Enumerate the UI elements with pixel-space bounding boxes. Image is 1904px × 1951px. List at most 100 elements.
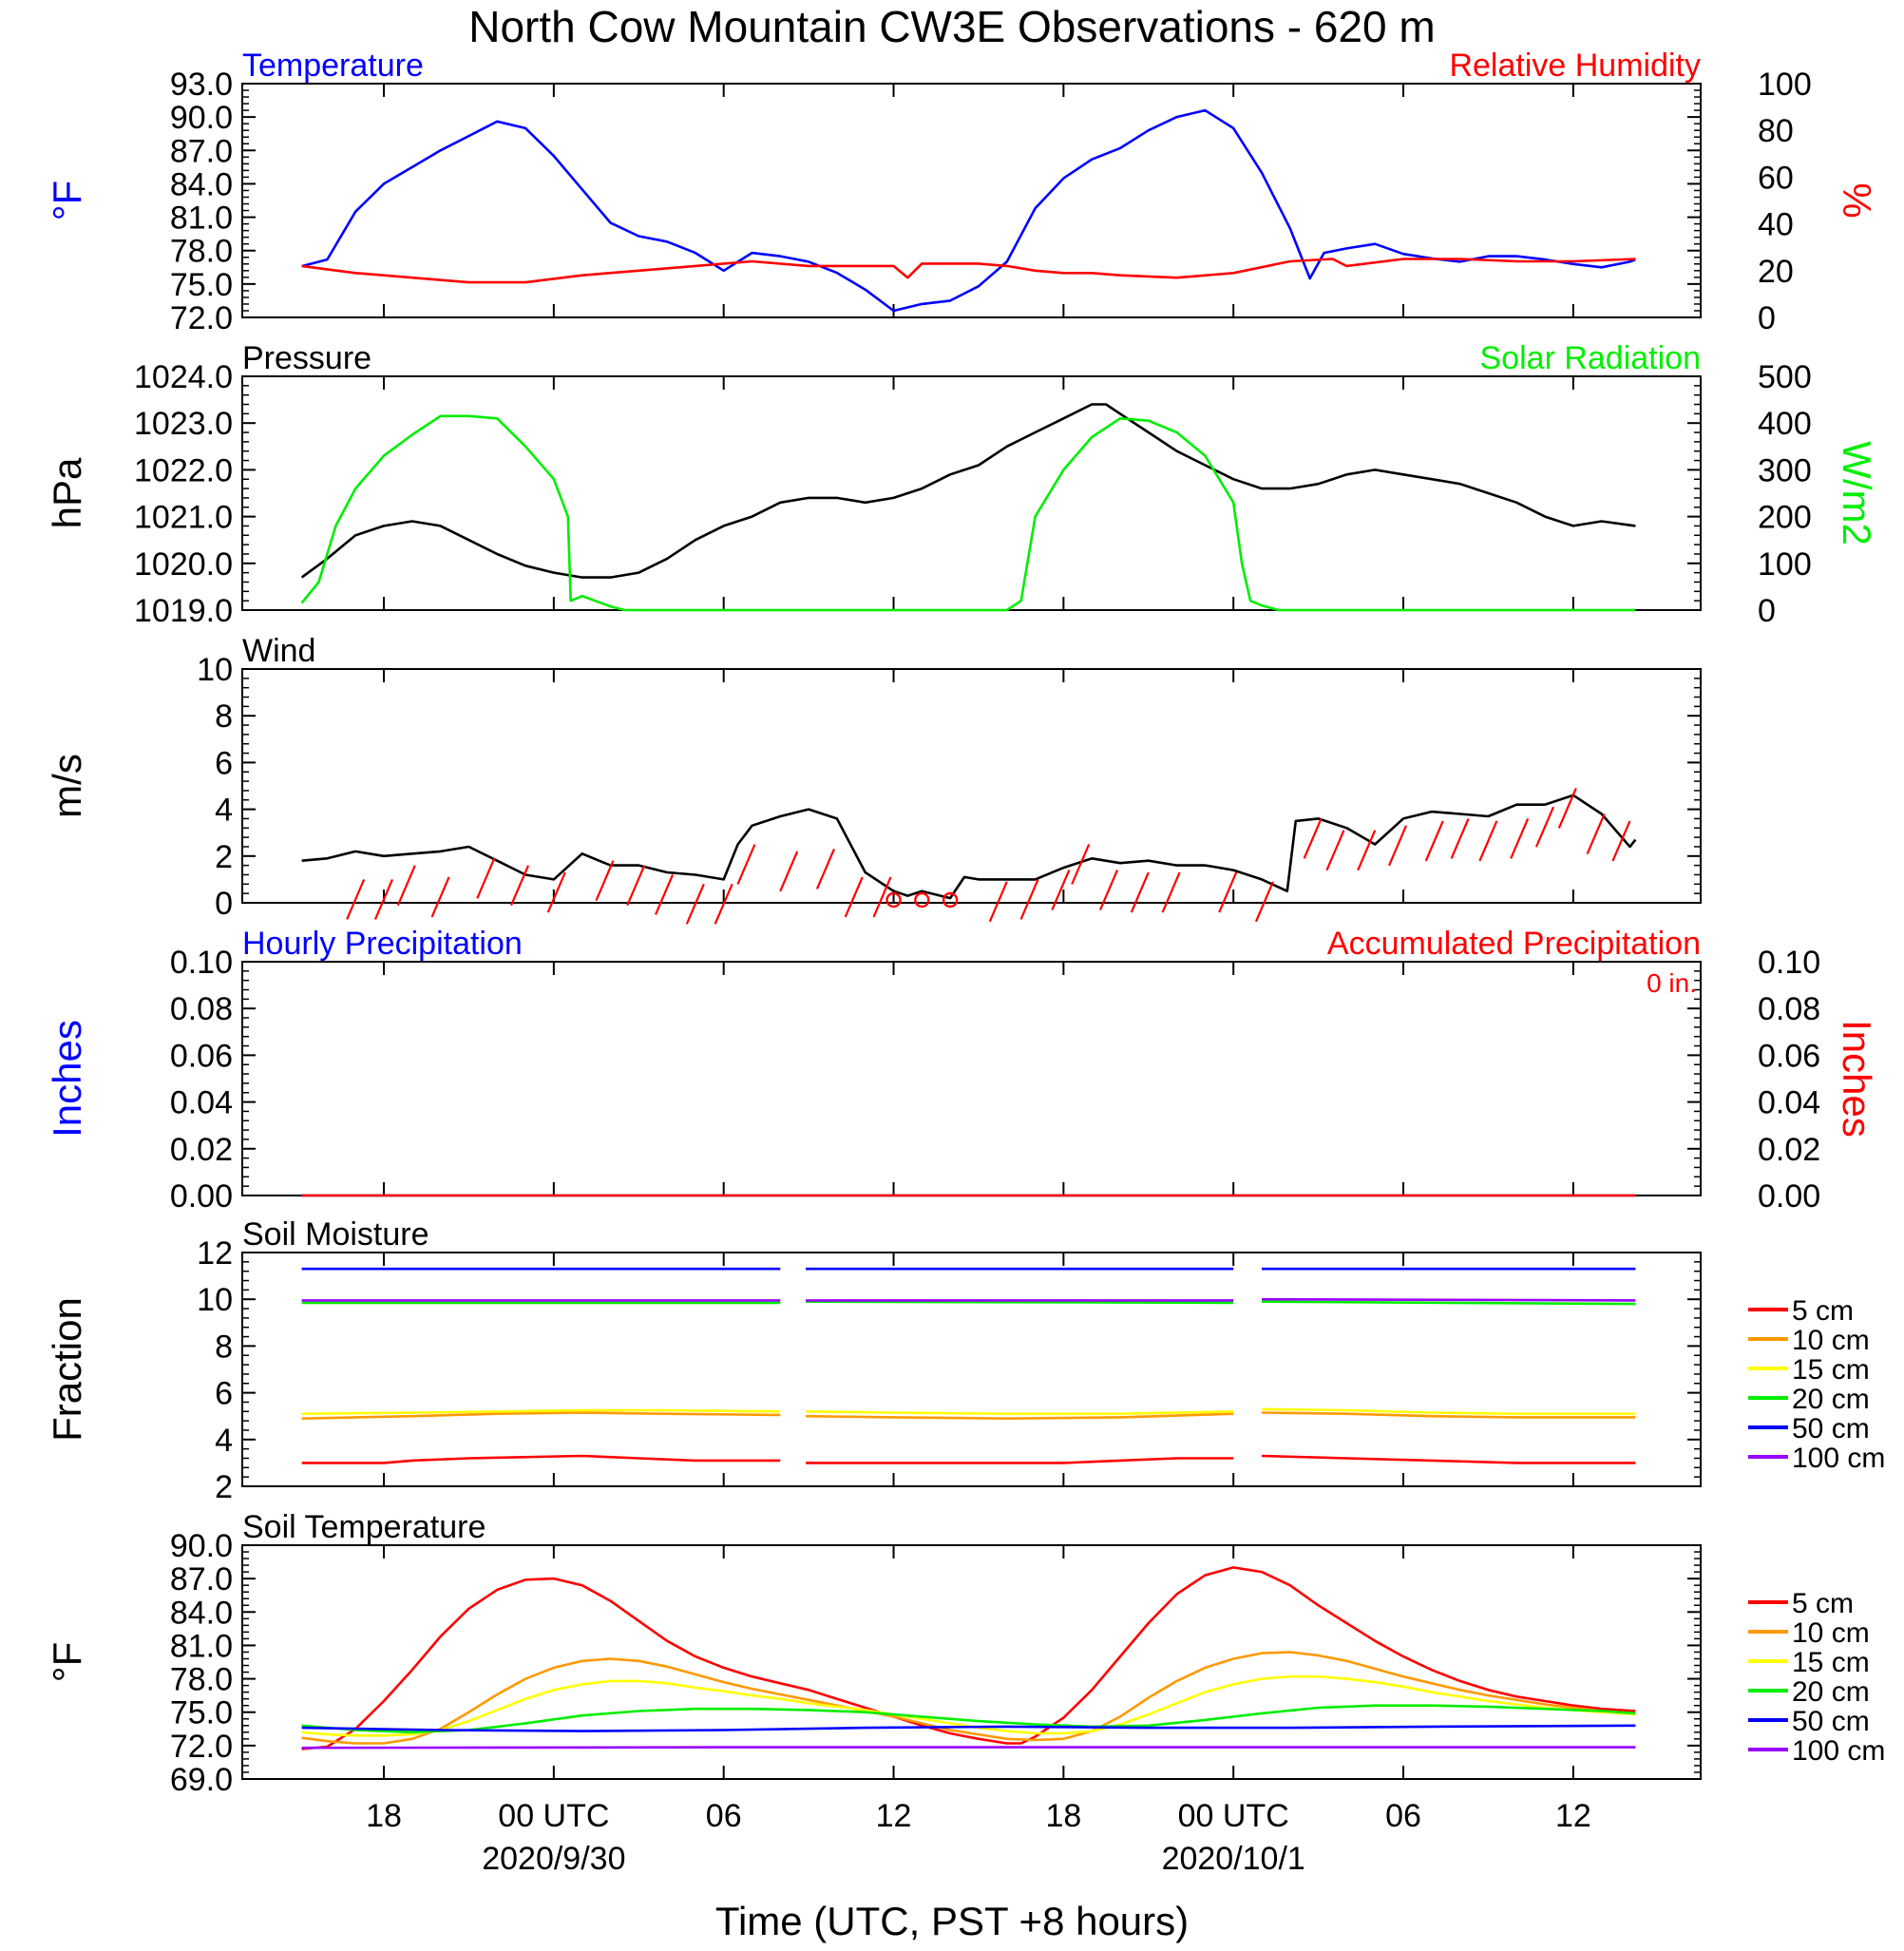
series-20-cm (301, 1704, 1636, 1734)
left-tick-label: 2 (215, 1469, 233, 1505)
panel-right-title: Accumulated Precipitation (1327, 926, 1701, 962)
x-tick-label: 06 (706, 1798, 742, 1834)
wind-barb (1254, 881, 1274, 923)
wind-barb (476, 857, 496, 899)
left-tick-label: 10 (197, 652, 233, 688)
panel-pressure-solar: 1019.0 1020.0 1021.0 1022.0 1023.0 1024.0 0 100… (45, 340, 1879, 629)
left-tick-label: 6 (215, 745, 233, 781)
wind-barb (1161, 871, 1181, 913)
legend-label: 10 cm (1792, 1325, 1870, 1356)
wind-barb (1611, 820, 1631, 862)
left-tick-label: 69.0 (170, 1762, 233, 1798)
series-5-cm (301, 1566, 1636, 1750)
wind-barb (396, 865, 416, 907)
series-15-cm (806, 1410, 1234, 1415)
left-tick-label: 81.0 (170, 1628, 233, 1664)
right-tick-label: 100 (1758, 67, 1812, 103)
right-tick-label: 0 (1758, 300, 1776, 336)
wind-barb (1019, 878, 1039, 920)
x-tick-label: 12 (876, 1798, 912, 1834)
left-tick-label: 72.0 (170, 300, 233, 336)
wind-barb (1325, 830, 1345, 871)
left-unit-label: °F (45, 1642, 89, 1682)
wind-barb (1557, 788, 1577, 829)
legend-label: 20 cm (1792, 1384, 1870, 1415)
wind-barb (1051, 870, 1071, 910)
wind-barb (736, 844, 756, 885)
left-tick-label: 87.0 (170, 133, 233, 169)
panel-left-title: Soil Moisture (242, 1216, 429, 1253)
legend-label: 10 cm (1792, 1617, 1870, 1649)
legend-label: 50 cm (1792, 1413, 1870, 1444)
legend-label: 5 cm (1792, 1295, 1854, 1327)
total-precip-label: 0 in. (1647, 968, 1697, 998)
wind-barb (626, 865, 646, 907)
chart-title: North Cow Mountain CW3E Observations - 6… (468, 2, 1436, 51)
left-tick-label: 1023.0 (134, 406, 233, 442)
left-tick-label: 8 (215, 1329, 233, 1365)
wind-barb (1534, 806, 1555, 848)
wind-barb (346, 878, 366, 920)
left-tick-label: 90.0 (170, 100, 233, 136)
series-pressure (300, 403, 1636, 579)
wind-barb (510, 865, 530, 907)
left-tick-label: 6 (215, 1376, 233, 1412)
legend-label: 100 cm (1792, 1443, 1885, 1474)
panels: 72.075.078.081.084.087.090.093.002040608… (45, 48, 1885, 1798)
left-tick-label: 10 (197, 1282, 233, 1318)
wind-barb (685, 883, 705, 925)
right-unit-label: % (1835, 182, 1879, 218)
series-20-cm (806, 1300, 1234, 1305)
left-tick-label: 1024.0 (134, 359, 233, 395)
series-5-cm (806, 1457, 1234, 1464)
wind-barb (1388, 825, 1408, 867)
left-unit-label: m/s (45, 754, 89, 818)
panel-left-title: Soil Temperature (242, 1509, 486, 1545)
x-tick-label: 00 UTC (498, 1798, 609, 1834)
right-tick-label: 0.06 (1758, 1038, 1820, 1074)
series-10-cm (301, 1651, 1636, 1745)
wind-barb (1357, 830, 1377, 871)
series-10-cm (1261, 1411, 1636, 1419)
wind-barb (815, 848, 835, 889)
panel-frame (241, 1544, 1702, 1780)
left-tick-label: 1021.0 (134, 500, 233, 536)
wind-barb (1510, 818, 1530, 859)
left-tick-label: 0.08 (170, 991, 233, 1027)
x-axis: 18 00 UTC 2020/9/30 06 12 18 00 UTC 2020/10/1 06… (366, 1798, 1591, 1877)
wind-barb (1071, 844, 1091, 885)
wind-barb (714, 883, 733, 925)
panel-frame (241, 1252, 1702, 1487)
x-date-label: 2020/9/30 (482, 1841, 625, 1877)
wind-barb (1218, 871, 1238, 913)
wind-barb (988, 881, 1008, 923)
legend-label: 100 cm (1792, 1735, 1885, 1767)
series-100-cm (301, 1746, 1636, 1750)
panel-precipitation: 0.00 0.02 0.04 0.06 0.08 0.10 0.00 0.02 0.04 0.06… (45, 926, 1879, 1215)
left-tick-label: 0.10 (170, 945, 233, 981)
right-unit-label: Inches (1835, 1020, 1879, 1138)
left-tick-label: 12 (197, 1235, 233, 1272)
left-tick-label: 0.02 (170, 1132, 233, 1168)
wind-barb (779, 851, 799, 892)
series-15-cm (1261, 1407, 1636, 1415)
series-15-cm (301, 1408, 781, 1415)
wind-barb (546, 871, 566, 913)
wind-barb (1098, 870, 1119, 910)
left-tick-label: 1022.0 (134, 452, 233, 488)
left-tick-label: 0.04 (170, 1085, 233, 1121)
right-tick-label: 400 (1758, 406, 1812, 442)
right-tick-label: 100 (1758, 546, 1812, 583)
left-tick-label: 75.0 (170, 1695, 233, 1731)
panel-left-title: Pressure (242, 340, 371, 376)
right-tick-label: 300 (1758, 452, 1812, 488)
legend-label: 15 cm (1792, 1354, 1870, 1386)
left-tick-label: 0.00 (170, 1178, 233, 1215)
wind-barb (595, 860, 615, 902)
right-unit-label: W/m2 (1835, 441, 1879, 545)
x-tick-label: 18 (366, 1798, 402, 1834)
panel-frame (241, 668, 1702, 904)
right-tick-label: 80 (1758, 113, 1794, 149)
